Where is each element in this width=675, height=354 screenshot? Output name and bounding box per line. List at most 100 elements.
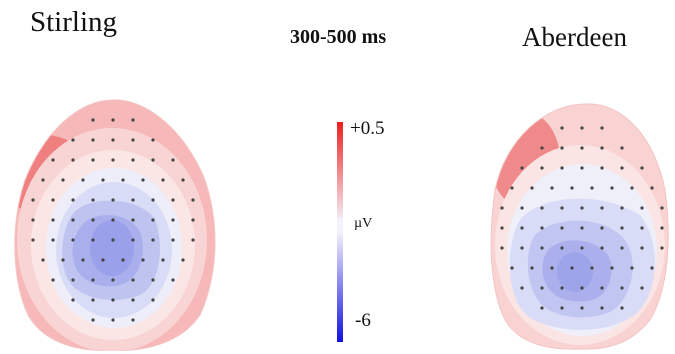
electrode-dot <box>91 158 95 162</box>
electrode-dot <box>141 178 145 182</box>
electrode-dot <box>500 226 504 230</box>
electrode-dot <box>610 266 614 270</box>
electrode-dot <box>131 238 135 242</box>
electrode-dot <box>550 266 554 270</box>
electrode-dot <box>91 198 95 202</box>
scale-min-label: -6 <box>355 310 371 331</box>
electrode-dot <box>580 146 584 150</box>
electrode-dot <box>121 258 125 262</box>
electrode-dot <box>71 218 75 222</box>
electrode-dot <box>141 258 145 262</box>
electrode-dot <box>640 286 644 290</box>
right-topographic-map <box>490 103 669 350</box>
electrode-dot <box>580 206 584 210</box>
electrode-dot <box>500 206 504 210</box>
scale-unit-label: µV <box>354 216 373 231</box>
electrode-dot <box>111 298 115 302</box>
electrode-dot <box>151 158 155 162</box>
scale-zero-segment <box>337 218 343 232</box>
electrode-dot <box>580 306 584 310</box>
electrode-dot <box>600 146 604 150</box>
electrode-dot <box>560 286 564 290</box>
electrode-dot <box>131 298 135 302</box>
electrode-dot <box>131 218 135 222</box>
electrode-dot <box>111 218 115 222</box>
electrode-dot <box>151 218 155 222</box>
electrode-dot <box>131 198 135 202</box>
electrode-dot <box>131 158 135 162</box>
electrode-dot <box>91 318 95 322</box>
electrode-dot <box>560 206 564 210</box>
electrode-dot <box>580 286 584 290</box>
electrode-dot <box>610 186 614 190</box>
electrode-dot <box>191 238 195 242</box>
electrode-dot <box>520 246 524 250</box>
electrode-dot <box>91 238 95 242</box>
electrode-dot <box>620 166 624 170</box>
electrode-dot <box>151 238 155 242</box>
electrode-dot <box>570 266 574 270</box>
electrode-dot <box>51 198 55 202</box>
electrode-dot <box>560 246 564 250</box>
electrode-dot <box>650 186 654 190</box>
electrode-dot <box>81 178 85 182</box>
left-map-title: Stirling <box>30 6 118 38</box>
electrode-dot <box>540 306 544 310</box>
electrode-dot <box>540 146 544 150</box>
electrode-dot <box>600 246 604 250</box>
electrode-dot <box>51 238 55 242</box>
electrode-dot <box>71 158 75 162</box>
electrode-dot <box>660 226 664 230</box>
scale-negative-segment <box>337 232 343 342</box>
electrode-dot <box>520 286 524 290</box>
electrode-dot <box>111 318 115 322</box>
electrode-dot <box>520 206 524 210</box>
electrode-dot <box>560 146 564 150</box>
electrode-dot <box>151 278 155 282</box>
electrode-dot <box>560 306 564 310</box>
electrode-dot <box>510 186 514 190</box>
electrode-dot <box>630 266 634 270</box>
electrode-dot <box>640 226 644 230</box>
electrode-dot <box>151 138 155 142</box>
electrode-dot <box>171 198 175 202</box>
electrode-dot <box>600 166 604 170</box>
electrode-dot <box>181 258 185 262</box>
electrode-dot <box>580 226 584 230</box>
electrode-dot <box>540 166 544 170</box>
electrode-dot <box>41 178 45 182</box>
left-electrode-markers <box>31 118 195 322</box>
electrode-dot <box>51 218 55 222</box>
electrode-dot <box>191 198 195 202</box>
electrode-dot <box>91 138 95 142</box>
electrode-dot <box>540 206 544 210</box>
electrode-dot <box>580 166 584 170</box>
time-window-label: 300-500 ms <box>290 26 387 48</box>
electrode-dot <box>660 246 664 250</box>
electrode-dot <box>660 206 664 210</box>
electrode-dot <box>91 218 95 222</box>
electrode-dot <box>161 178 165 182</box>
right-map-title: Aberdeen <box>522 22 627 52</box>
electrode-dot <box>71 298 75 302</box>
electrode-dot <box>590 186 594 190</box>
right-electrode-markers <box>500 126 664 310</box>
electrode-dot <box>101 178 105 182</box>
electrode-dot <box>620 246 624 250</box>
electrode-dot <box>580 246 584 250</box>
electrode-dot <box>111 198 115 202</box>
electrode-dot <box>31 218 35 222</box>
electrode-dot <box>171 278 175 282</box>
electrode-dot <box>600 206 604 210</box>
electrode-dot <box>71 278 75 282</box>
electrode-dot <box>530 266 534 270</box>
electrode-dot <box>71 138 75 142</box>
electrode-dot <box>520 226 524 230</box>
electrode-dot <box>650 266 654 270</box>
electrode-dot <box>560 226 564 230</box>
electrode-dot <box>91 118 95 122</box>
electrode-dot <box>51 278 55 282</box>
electrode-dot <box>41 258 45 262</box>
electrode-dot <box>61 178 65 182</box>
electrode-dot <box>31 198 35 202</box>
